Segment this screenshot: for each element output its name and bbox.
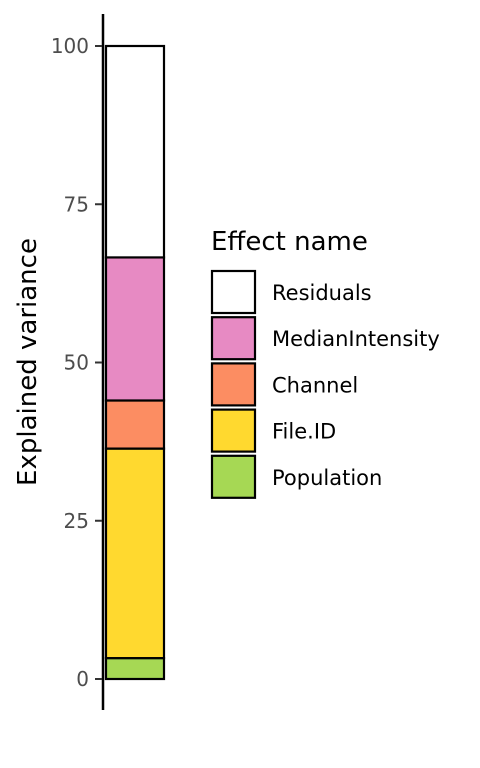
bar-segment-medianintensity xyxy=(106,257,164,400)
y-axis-ticks: 0 25 50 75 100 xyxy=(51,34,102,691)
legend-swatch-file-id xyxy=(212,410,255,452)
bar-segment-residuals xyxy=(106,46,164,257)
legend-swatch-medianintensity xyxy=(212,317,255,359)
y-tick-label: 100 xyxy=(51,34,89,58)
plot-area xyxy=(106,46,164,679)
y-tick-label: 75 xyxy=(64,192,89,216)
y-axis-title: Explained variance xyxy=(13,238,43,486)
legend-label-population: Population xyxy=(272,466,382,490)
y-tick-label: 50 xyxy=(64,351,89,375)
legend-swatch-channel xyxy=(212,363,255,405)
bar-segment-file-id xyxy=(106,449,164,659)
bar-segment-channel xyxy=(106,400,164,448)
legend-title: Effect name xyxy=(211,227,368,257)
y-tick-label: 0 xyxy=(76,667,89,691)
y-tick-label: 25 xyxy=(64,509,89,533)
legend-label-residuals: Residuals xyxy=(272,281,372,305)
legend-swatch-population xyxy=(212,456,255,498)
legend: Effect name Residuals MedianIntensity Chan… xyxy=(211,227,440,498)
legend-label-file-id: File.ID xyxy=(272,420,336,444)
legend-items: Residuals MedianIntensity Channel File.ID Po… xyxy=(212,271,440,498)
legend-swatch-residuals xyxy=(212,271,255,313)
bar-segment-population xyxy=(106,658,164,679)
legend-label-medianintensity: MedianIntensity xyxy=(272,327,440,351)
legend-label-channel: Channel xyxy=(272,373,358,397)
